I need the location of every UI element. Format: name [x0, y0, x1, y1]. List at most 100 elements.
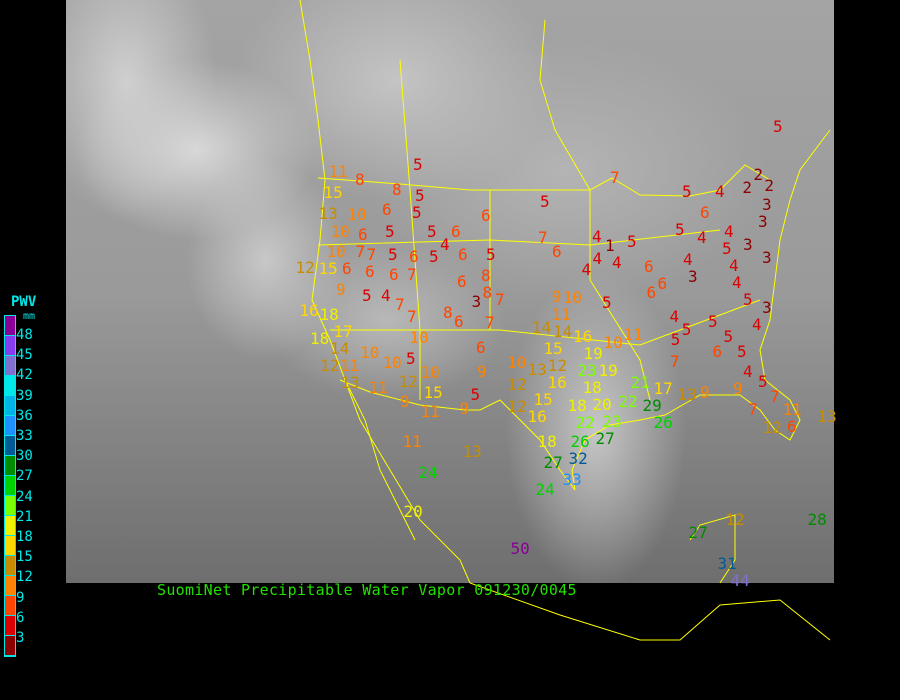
station-pwv-value: 27 — [543, 453, 563, 472]
station-pwv-value: 14 — [553, 322, 573, 342]
station-pwv-value: 12 — [547, 356, 568, 376]
legend-label: 12 — [16, 569, 33, 586]
legend-swatch — [5, 556, 15, 576]
legend-swatch — [5, 536, 15, 556]
station-pwv-value: 5 — [708, 312, 718, 331]
station-pwv-value: 4 — [724, 222, 734, 242]
station-pwv-value: 7 — [770, 387, 780, 406]
station-pwv-value: 18 — [310, 329, 330, 348]
station-pwv-value: 3 — [762, 194, 772, 214]
station-pwv-value: 5 — [773, 117, 783, 136]
station-pwv-value: 5 — [427, 222, 437, 241]
station-pwv-value: 7 — [395, 295, 405, 314]
station-pwv-value: 17 — [653, 378, 673, 398]
station-pwv-value: 22 — [575, 413, 595, 433]
station-pwv-value: 23 — [577, 360, 597, 380]
station-pwv-value: 4 — [592, 227, 602, 246]
legend-swatch — [5, 596, 15, 616]
station-pwv-value: 5 — [681, 320, 692, 339]
station-pwv-value: 20 — [403, 502, 423, 521]
station-pwv-value: 6 — [457, 272, 467, 291]
station-pwv-value: 10 — [409, 328, 429, 347]
station-pwv-value: 4 — [683, 250, 693, 269]
station-pwv-value: 16 — [573, 326, 593, 346]
station-pwv-value: 4 — [729, 256, 739, 276]
station-pwv-value: 8 — [443, 303, 453, 322]
legend-swatch — [5, 476, 15, 496]
station-pwv-value: 27 — [688, 523, 708, 542]
legend-label: 15 — [16, 549, 33, 566]
legend-swatch — [5, 636, 15, 656]
station-pwv-value: 6 — [382, 200, 392, 219]
station-pwv-value: 9 — [700, 383, 710, 402]
legend-unit: mm — [23, 311, 36, 322]
legend-label: 18 — [16, 529, 33, 545]
station-pwv-value: 6 — [657, 274, 668, 293]
station-pwv-value: 8 — [355, 170, 365, 189]
station-pwv-value: 13 — [817, 407, 837, 426]
yucatan-coast — [689, 514, 736, 584]
station-pwv-value: 26 — [570, 432, 590, 451]
legend-swatch — [5, 616, 15, 636]
state-line — [317, 229, 721, 246]
station-pwv-value: 6 — [552, 242, 562, 261]
map-caption: SuomiNet Precipitable Water Vapor 091230… — [157, 581, 577, 599]
legend-label: 27 — [16, 468, 33, 485]
station-pwv-value: 11 — [340, 355, 360, 375]
station-pwv-value: 19 — [598, 360, 618, 380]
legend-label: 45 — [16, 347, 33, 364]
station-pwv-value: 10 — [562, 288, 583, 308]
station-pwv-value: 13 — [527, 360, 547, 379]
station-pwv-value: 31 — [717, 554, 737, 573]
legend-label: 42 — [16, 367, 33, 384]
station-pwv-value: 9 — [551, 287, 562, 306]
station-pwv-value: 10 — [360, 343, 380, 362]
station-pwv-value: 2 — [742, 178, 752, 197]
station-pwv-value: 10 — [347, 205, 367, 224]
station-pwv-value: 5 — [743, 290, 753, 309]
station-pwv-value: 6 — [342, 258, 352, 278]
station-pwv-value: 16 — [527, 407, 547, 427]
station-pwv-value: 5 — [682, 182, 692, 201]
station-pwv-value: 19 — [583, 343, 603, 363]
station-pwv-value: 5 — [470, 385, 481, 404]
legend-swatch — [5, 336, 15, 356]
station-pwv-value: 2 — [764, 176, 774, 195]
station-pwv-value: 6 — [365, 262, 375, 281]
station-pwv-value: 12 — [507, 397, 527, 416]
station-pwv-value: 9 — [336, 280, 346, 299]
station-pwv-value: 9 — [459, 399, 470, 418]
station-pwv-value: 9 — [400, 392, 410, 411]
station-pwv-value: 5 — [670, 330, 681, 349]
station-pwv-value: 6 — [389, 265, 399, 284]
legend-swatch — [5, 496, 15, 516]
station-pwv-value: 5 — [415, 186, 425, 205]
station-pwv-value: 10 — [382, 353, 402, 372]
station-pwv-value: 11 — [328, 162, 348, 181]
station-pwv-value: 4 — [732, 273, 742, 293]
station-pwv-value: 28 — [807, 510, 827, 529]
station-pwv-value: 24 — [418, 463, 438, 482]
station-pwv-value: 15 — [533, 390, 553, 410]
station-pwv-value: 7 — [610, 168, 620, 187]
station-pwv-value: 7 — [407, 265, 417, 284]
station-pwv-value: 22 — [618, 392, 638, 411]
station-pwv-value: 6 — [700, 203, 710, 222]
legend-label: 36 — [16, 407, 33, 424]
station-pwv-value: 18 — [582, 377, 602, 397]
station-pwv-value: 15 — [323, 183, 343, 202]
station-pwv-value: 18 — [319, 304, 339, 324]
station-pwv-value: 5 — [486, 245, 496, 264]
station-pwv-value: 8 — [392, 180, 402, 199]
station-pwv-value: 9 — [477, 362, 487, 381]
station-pwv-value: 15 — [423, 383, 443, 402]
station-pwv-value: 3 — [743, 235, 753, 254]
station-pwv-value: 5 — [413, 155, 423, 174]
station-pwv-value: 3 — [688, 267, 698, 286]
station-pwv-value: 6 — [476, 338, 486, 357]
station-pwv-value: 10 — [326, 241, 346, 261]
pacific-coast — [299, 0, 471, 584]
legend-swatch — [5, 356, 15, 376]
station-pwv-value: 20 — [592, 394, 612, 414]
station-pwv-value: 13 — [462, 442, 482, 461]
